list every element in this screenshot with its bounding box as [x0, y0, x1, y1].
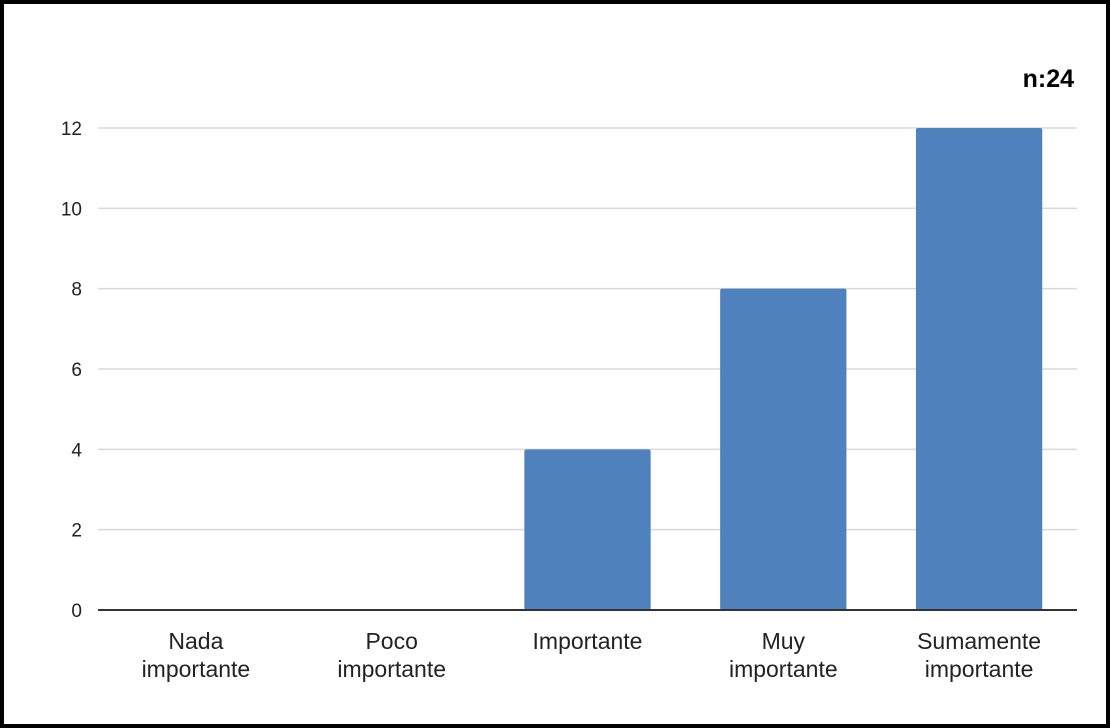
- y-tick-label: 10: [61, 199, 82, 220]
- gridlines: [98, 127, 1077, 531]
- x-tick-label: Sumamente importante: [917, 628, 1041, 682]
- y-tick-labels: 0 2 4 6 8 10 12: [61, 119, 83, 622]
- x-tick-label: Muy importante: [729, 628, 838, 682]
- y-tick-label: 8: [71, 280, 82, 301]
- x-tick-label: Nada importante: [142, 628, 251, 682]
- y-tick-label: 0: [71, 601, 82, 622]
- y-tick-label: 12: [61, 119, 82, 140]
- x-tick-labels: Nada importante Poco importante Importante Mu…: [142, 628, 1042, 682]
- y-tick-label: 6: [71, 360, 82, 381]
- bar: [524, 449, 651, 610]
- bar: [915, 128, 1043, 610]
- y-tick-label: 4: [71, 440, 82, 461]
- x-tick-label: Poco importante: [337, 628, 446, 682]
- y-tick-label: 2: [71, 521, 82, 542]
- bar: [720, 288, 847, 610]
- bars: [524, 128, 1043, 610]
- sample-size-label: n:24: [1023, 65, 1075, 93]
- x-tick-label: Importante: [533, 628, 643, 654]
